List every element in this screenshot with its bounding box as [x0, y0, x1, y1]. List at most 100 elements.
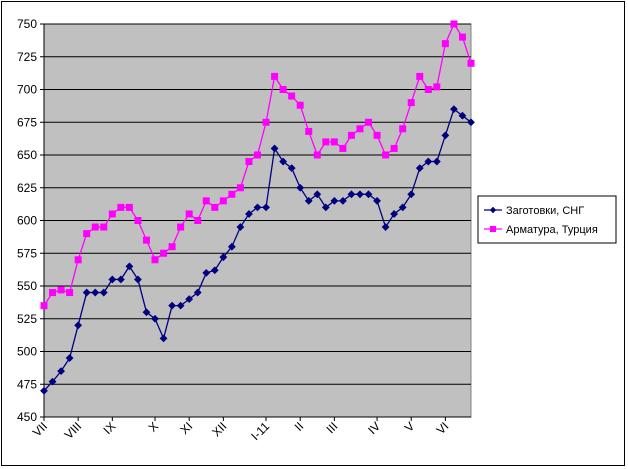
data-point — [330, 138, 338, 146]
data-point — [467, 59, 475, 67]
data-point — [134, 275, 142, 284]
data-point — [365, 118, 373, 126]
legend-box — [477, 195, 617, 244]
data-point — [356, 190, 364, 199]
y-tick-label: 750 — [17, 17, 37, 31]
data-point — [262, 118, 270, 126]
data-point — [202, 268, 211, 277]
data-point — [287, 164, 296, 173]
y-tick-label: 525 — [17, 312, 37, 326]
data-point — [356, 125, 364, 133]
data-point — [458, 33, 466, 41]
data-point — [142, 236, 150, 244]
data-point — [83, 230, 91, 238]
data-point — [262, 203, 270, 212]
data-point — [185, 295, 194, 304]
data-point — [313, 151, 321, 159]
data-point — [91, 288, 100, 297]
data-point — [125, 262, 134, 271]
data-point — [57, 367, 65, 376]
y-tick-label: 700 — [17, 83, 37, 97]
data-point — [339, 144, 347, 152]
data-point — [373, 196, 381, 205]
data-point — [142, 308, 151, 317]
data-point — [100, 223, 108, 231]
x-tick-label: XI — [177, 419, 195, 437]
data-point — [271, 72, 279, 80]
data-point — [176, 301, 185, 310]
x-tick-label: V — [402, 419, 418, 435]
legend-marker — [490, 226, 496, 232]
y-tick-label: 475 — [17, 377, 37, 391]
data-point — [450, 105, 458, 114]
data-point — [151, 256, 159, 264]
data-point — [168, 243, 176, 251]
data-point — [117, 203, 125, 211]
data-point — [74, 256, 82, 264]
data-point — [373, 131, 381, 139]
data-point — [151, 314, 159, 323]
data-point — [227, 242, 236, 251]
data-point — [91, 223, 99, 231]
data-point — [219, 197, 227, 205]
data-point — [288, 92, 296, 100]
data-point — [245, 158, 253, 166]
data-point — [296, 183, 305, 192]
data-point — [254, 151, 261, 159]
data-point — [160, 249, 168, 257]
x-tick-label: II — [292, 419, 307, 434]
x-tick-label: IX — [101, 419, 119, 437]
data-point — [134, 217, 142, 224]
data-point — [185, 210, 193, 218]
legend-marker — [489, 206, 497, 214]
data-point — [245, 210, 253, 218]
data-point — [108, 210, 116, 218]
data-point — [305, 127, 313, 135]
data-point — [279, 157, 288, 166]
data-point — [49, 289, 57, 297]
data-point — [382, 151, 390, 159]
data-point — [228, 190, 236, 198]
data-point — [48, 377, 57, 386]
y-tick-label: 650 — [17, 148, 37, 162]
x-tick-label: XII — [209, 419, 229, 439]
y-tick-label: 725 — [17, 50, 37, 64]
data-point — [65, 354, 74, 362]
data-point — [40, 386, 48, 395]
data-point — [211, 203, 219, 211]
data-point — [108, 275, 117, 284]
data-point — [441, 40, 449, 48]
data-point — [322, 138, 330, 146]
data-point — [210, 266, 219, 275]
y-tick-label: 625 — [17, 181, 37, 195]
data-point — [407, 99, 415, 107]
y-tick-label: 600 — [17, 214, 37, 228]
data-point — [57, 286, 65, 294]
data-point — [347, 190, 356, 199]
data-point — [347, 131, 355, 139]
data-point — [424, 86, 432, 93]
data-point — [194, 217, 202, 224]
y-tick-label: 500 — [17, 345, 37, 359]
data-point — [398, 203, 407, 212]
legend-label: Арматура, Турция — [506, 224, 598, 236]
data-point — [125, 203, 133, 211]
data-point — [66, 289, 74, 297]
y-tick-label: 675 — [17, 115, 37, 129]
legend-label: Заготовки, СНГ — [506, 205, 584, 217]
data-point — [467, 118, 475, 127]
y-tick-label: 575 — [17, 246, 37, 260]
data-point — [296, 101, 304, 109]
data-point — [330, 196, 339, 205]
data-point — [270, 144, 279, 153]
data-point — [74, 321, 83, 330]
data-point — [364, 190, 373, 199]
data-point — [202, 197, 210, 205]
x-tick-label: VIII — [62, 419, 85, 442]
data-point — [168, 301, 177, 310]
x-tick-label: III — [323, 419, 340, 436]
data-point — [338, 196, 347, 205]
